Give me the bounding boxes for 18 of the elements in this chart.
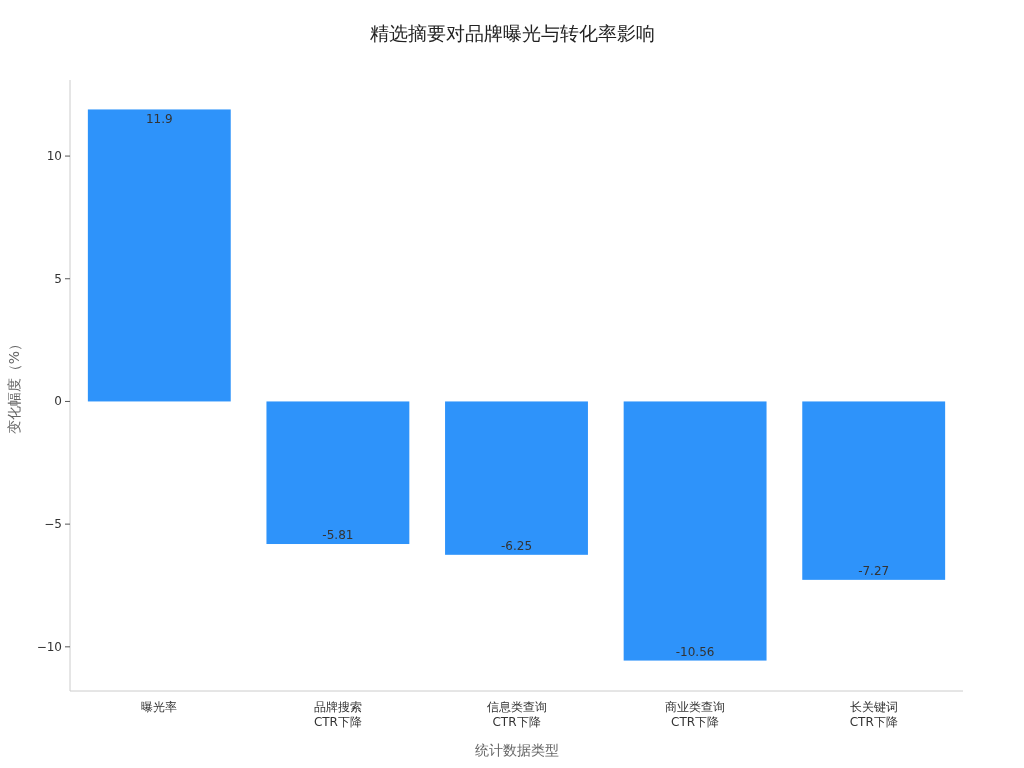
y-tick-label: −5 bbox=[44, 517, 62, 532]
y-tick-label: −10 bbox=[36, 639, 62, 654]
data-label: 11.9 bbox=[145, 112, 173, 127]
data-label: -5.81 bbox=[322, 528, 354, 543]
data-label: -10.56 bbox=[675, 644, 715, 659]
chart-title: 精选摘要对品牌曝光与转化率影响 bbox=[369, 22, 655, 44]
y-tick-label: 5 bbox=[54, 271, 62, 286]
x-tick-label: 品牌搜索 CTR下降 bbox=[313, 700, 362, 729]
x-tick-label: 长关键词 CTR下降 bbox=[849, 700, 898, 729]
x-tick-label: 信息类查询 CTR下降 bbox=[486, 700, 547, 729]
y-tick-label: 0 bbox=[54, 394, 62, 409]
data-label: -6.25 bbox=[500, 538, 533, 553]
x-tick-label: 曝光率 bbox=[141, 700, 178, 714]
x-axis-title: 统计数据类型 bbox=[474, 742, 559, 758]
y-axis-title: 变化幅度（%） bbox=[6, 336, 22, 435]
x-tick-label: 商业类查询 CTR下降 bbox=[665, 700, 726, 729]
data-label: -7.27 bbox=[858, 563, 890, 578]
y-tick-label: 10 bbox=[46, 149, 62, 164]
